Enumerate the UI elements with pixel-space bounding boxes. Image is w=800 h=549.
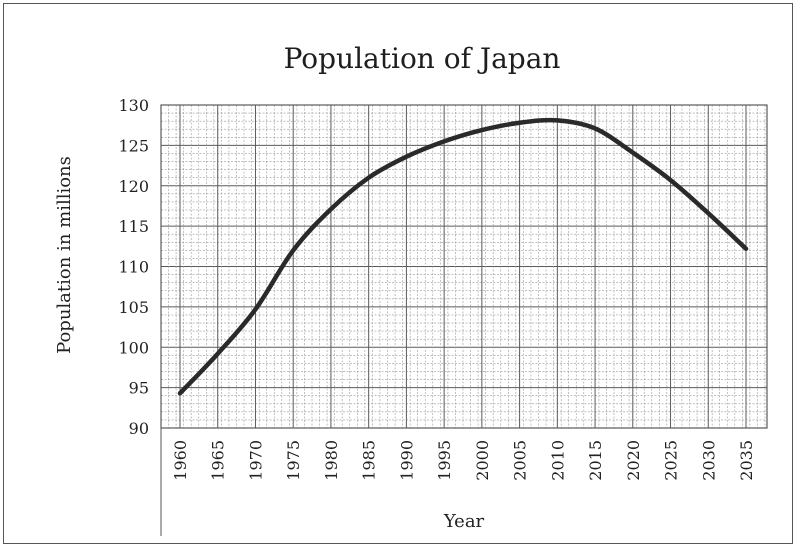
x-tick-label: 2035 xyxy=(737,440,756,481)
x-tick-label: 1975 xyxy=(284,440,303,481)
y-tick-label: 100 xyxy=(118,338,149,357)
plot-area-border xyxy=(160,104,768,429)
x-axis-label: Year xyxy=(443,511,485,532)
x-tick-label: 1965 xyxy=(209,440,228,481)
y-tick-label: 105 xyxy=(118,298,149,317)
y-tick-label: 125 xyxy=(118,136,149,155)
x-tick-label: 2005 xyxy=(511,440,530,481)
x-tick-label: 1970 xyxy=(246,440,265,481)
series-layer xyxy=(177,117,749,396)
x-tick-label: 2030 xyxy=(699,440,718,481)
x-tick-label: 2020 xyxy=(624,440,643,481)
series-line xyxy=(177,117,749,396)
y-axis-ticks: 90 95 100 105 110 115 120 125 130 xyxy=(118,96,149,438)
y-tick-label: 130 xyxy=(118,96,149,115)
chart-title: Population of Japan xyxy=(284,42,561,75)
y-tick-label: 95 xyxy=(129,379,149,398)
x-tick-label: 2010 xyxy=(548,440,567,481)
y-tick-label: 110 xyxy=(118,258,149,277)
chart-frame xyxy=(3,3,793,544)
x-tick-label: 1960 xyxy=(171,440,190,481)
x-tick-label: 1990 xyxy=(397,440,416,481)
x-tick-label: 1980 xyxy=(322,440,341,481)
x-tick-label: 2000 xyxy=(473,440,492,481)
x-axis-ticks: 1960 1965 1970 1975 1980 1985 1990 1995 2000 2005… xyxy=(171,440,756,481)
x-tick-label: 2025 xyxy=(662,440,681,481)
x-tick-label: 2015 xyxy=(586,440,605,481)
x-tick-label: 1985 xyxy=(360,440,379,481)
y-axis-label: Population in millions xyxy=(54,156,75,354)
y-tick-label: 120 xyxy=(118,177,149,196)
y-tick-label: 90 xyxy=(129,419,149,438)
y-tick-label: 115 xyxy=(118,217,149,236)
x-tick-label: 1995 xyxy=(435,440,454,481)
